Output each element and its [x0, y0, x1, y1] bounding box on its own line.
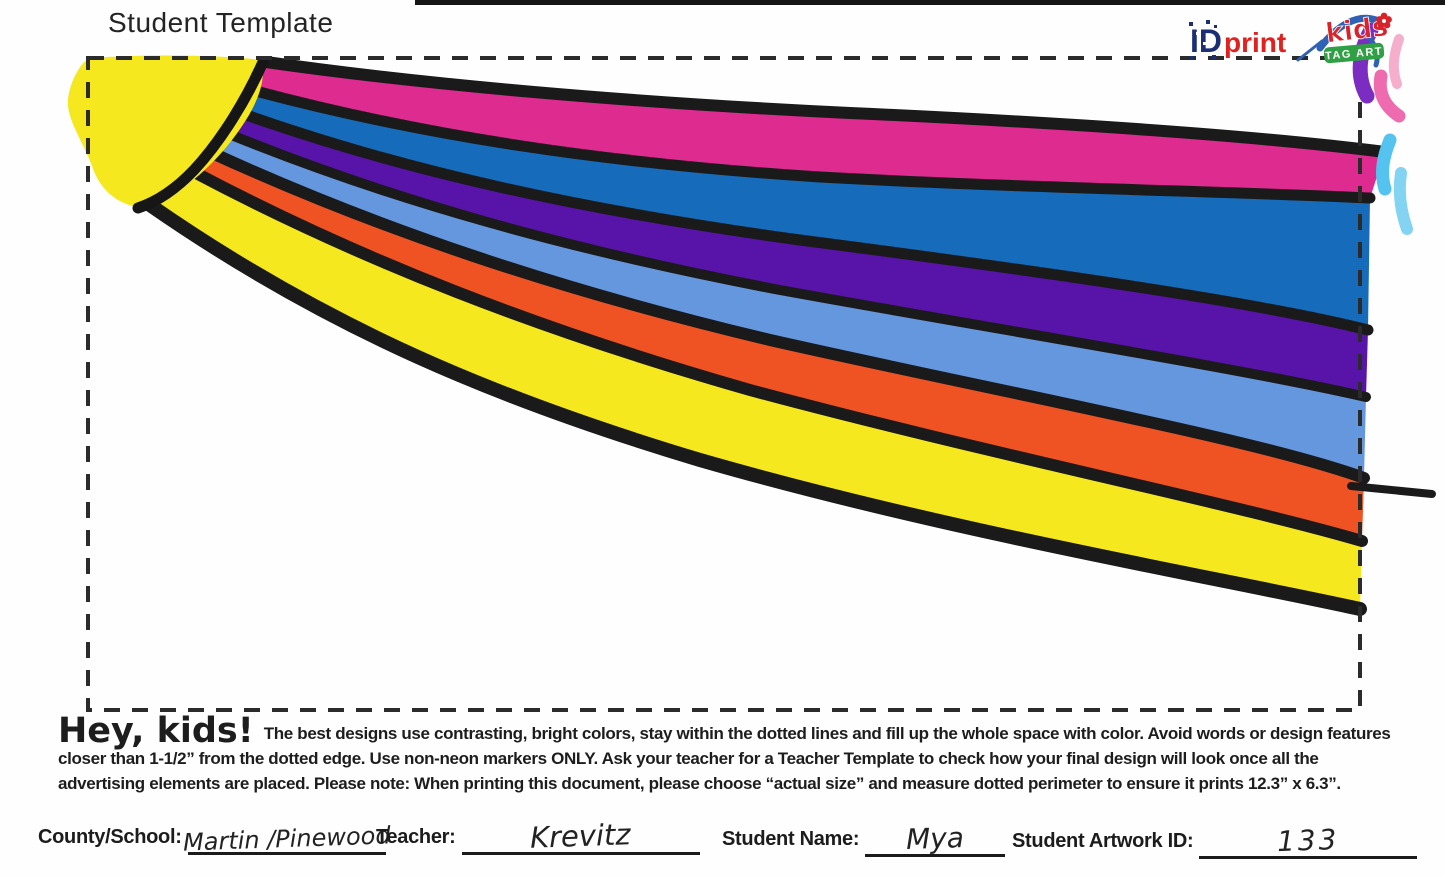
instructions-line-3: advertising elements are placed. Please …	[58, 774, 1341, 793]
student-name-label: Student Name:	[722, 828, 860, 850]
county-school-handwritten-value: Martin /Pinewood	[182, 821, 391, 857]
margin-marker-strokes	[1352, 22, 1413, 235]
logo-row: ID print kids	[1188, 6, 1398, 76]
marker-outline-overshoot	[1347, 482, 1436, 498]
instructions-block: Hey, kids! The best designs use contrasti…	[58, 714, 1403, 796]
idprint-logo-mosaic-pixels	[1189, 20, 1217, 60]
margin-stroke-pink	[1373, 69, 1406, 123]
idprint-logo: ID print	[1189, 20, 1286, 60]
sun	[67, 55, 263, 208]
sun-outline	[132, 56, 269, 214]
instructions-line-2: closer than 1-1/2” from the dotted edge.…	[58, 749, 1319, 768]
rainbow-black-outlines	[143, 56, 1436, 616]
margin-stroke-light-blue	[1376, 133, 1397, 196]
marker-outline-bottom	[143, 198, 1367, 616]
instructions-line-1: Hey, kids! The best designs use contrasti…	[58, 714, 1403, 749]
kids-logo-flower-icon	[1376, 12, 1392, 29]
field-student-name: Student Name: Mya	[722, 820, 1006, 857]
teacher-handwritten-value: Krevitz	[529, 817, 632, 855]
marker-outline-blue-purple	[232, 106, 1374, 336]
student-name-handwritten-value: Mya	[905, 821, 965, 857]
student-artwork-id-label: Student Artwork ID:	[1012, 830, 1194, 852]
margin-stroke-purple	[1352, 22, 1379, 104]
teacher-blank-line: Krevitz	[461, 817, 700, 855]
scan-artifact-top-line	[415, 0, 1445, 5]
instructions-body-line-1: The best designs use contrasting, bright…	[263, 724, 1391, 743]
student-artwork-drawing	[67, 0, 1445, 712]
margin-stroke-pale-blue	[1393, 167, 1413, 235]
marker-outline-orange-yellow	[188, 166, 1368, 547]
rainbow-stripe-light-blue	[210, 132, 1366, 478]
instructions-headline: Hey, kids!	[58, 711, 254, 751]
idprint-logo-print-text: print	[1224, 27, 1286, 58]
field-teacher: Teacher: Krevitz	[376, 817, 700, 855]
student-info-form: County/School: Martin /Pinewood Teacher:…	[0, 812, 1445, 867]
margin-stroke-light-pink	[1388, 34, 1404, 89]
student-artwork-id-handwritten-value: 133	[1276, 822, 1341, 859]
marker-outline-top	[260, 56, 1391, 158]
marker-outline-pink-blue	[246, 84, 1376, 204]
student-name-blank-line: Mya	[865, 820, 1006, 857]
field-student-artwork-id: Student Artwork ID: 133	[1012, 822, 1418, 859]
idprint-logo-id-text: ID	[1190, 23, 1222, 59]
kids-tag-art-logo: kids TAG ART	[1296, 11, 1392, 68]
kids-logo-banner: TAG ART	[1323, 42, 1385, 64]
dotted-border	[86, 56, 1362, 712]
kids-logo-banner-text: TAG ART	[1325, 45, 1384, 62]
rainbow-stripe-yellow	[150, 172, 1362, 609]
county-school-blank-line: Martin /Pinewood	[182, 818, 390, 856]
field-county-school: County/School: Martin /Pinewood	[38, 818, 391, 856]
marker-outline-purple-lightblue	[219, 127, 1371, 402]
teacher-label: Teacher:	[376, 826, 456, 848]
page-title: Student Template	[108, 7, 334, 38]
county-school-label: County/School:	[38, 826, 182, 848]
marker-outline-lightblue-orange	[204, 146, 1370, 484]
student-artwork-id-blank-line: 133	[1199, 822, 1418, 859]
idprint-logo-mosaic-gaps	[1196, 32, 1212, 45]
rainbow-stripe-purple	[224, 112, 1368, 397]
